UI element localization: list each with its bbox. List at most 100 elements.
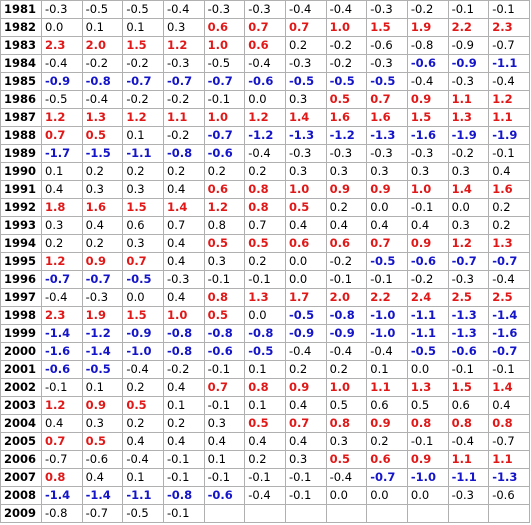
year-cell: 1994 bbox=[0, 234, 42, 253]
value-cell: 0.4 bbox=[488, 396, 530, 415]
value-cell: 1.1 bbox=[488, 108, 530, 127]
value-cell: 1.5 bbox=[122, 306, 164, 325]
value-cell: -0.5 bbox=[366, 252, 408, 271]
value-cell: 1.9 bbox=[81, 306, 124, 325]
table-row: 2000 -1.6 -1.4 -1.0 -0.8 -0.6 -0.5 -0.4 -0.4 -0.4… bbox=[0, 342, 530, 361]
value-cell: 0.4 bbox=[162, 180, 205, 199]
value-cell: -0.1 bbox=[447, 360, 490, 379]
value-cell: 0.2 bbox=[122, 414, 164, 433]
value-cell: 0.5 bbox=[325, 450, 368, 469]
value-cell: 0.4 bbox=[488, 162, 530, 181]
value-cell: -0.1 bbox=[325, 270, 368, 289]
value-cell: 1.5 bbox=[447, 378, 490, 397]
value-cell: -1.1 bbox=[447, 468, 490, 487]
value-cell: -0.4 bbox=[81, 90, 124, 109]
value-cell: 2.5 bbox=[488, 288, 530, 307]
value-cell: 0.6 bbox=[284, 234, 327, 253]
table-row: 1989 -1.7 -1.5 -1.1 -0.8 -0.6 -0.4 -0.3 -0.3 -0.3… bbox=[0, 144, 530, 163]
value-cell: -0.2 bbox=[162, 90, 205, 109]
table-row: 1981 -0.3 -0.5 -0.5 -0.4 -0.3 -0.3 -0.4 -0.4 -0.3… bbox=[0, 0, 530, 19]
value-cell: 0.7 bbox=[162, 216, 205, 235]
value-cell: 1.3 bbox=[406, 378, 449, 397]
table-row: 2002 -0.1 0.1 0.2 0.4 0.7 0.8 0.9 1.0 1.1 1.3 1.5 1.… bbox=[0, 378, 530, 397]
value-cell: -0.2 bbox=[447, 144, 490, 163]
value-cell: -0.3 bbox=[406, 144, 449, 163]
value-cell: 0.2 bbox=[162, 414, 205, 433]
value-cell: -1.6 bbox=[406, 126, 449, 145]
value-cell: 0.8 bbox=[244, 198, 286, 217]
year-cell: 1987 bbox=[0, 108, 42, 127]
value-cell: -0.3 bbox=[366, 0, 408, 19]
value-cell: 0.3 bbox=[203, 252, 246, 271]
value-cell: -0.7 bbox=[122, 72, 164, 91]
value-cell: 1.0 bbox=[203, 36, 246, 55]
table-row: 2001 -0.6 -0.5 -0.4 -0.2 -0.1 0.1 0.2 0.2 0.1 0.0-… bbox=[0, 360, 530, 379]
value-cell: 0.0 bbox=[41, 18, 83, 37]
value-cell: -0.1 bbox=[203, 468, 246, 487]
value-cell: 0.0 bbox=[284, 270, 327, 289]
value-cell: 0.3 bbox=[406, 162, 449, 181]
value-cell: 0.1 bbox=[122, 126, 164, 145]
value-cell: 1.5 bbox=[366, 18, 408, 37]
value-cell: -0.7 bbox=[41, 270, 83, 289]
value-cell: -0.6 bbox=[203, 486, 246, 505]
empty-cell bbox=[488, 504, 530, 523]
value-cell: -0.8 bbox=[162, 342, 205, 361]
value-cell: -0.9 bbox=[284, 324, 327, 343]
empty-cell bbox=[284, 504, 327, 523]
value-cell: -0.8 bbox=[162, 144, 205, 163]
value-cell: 0.8 bbox=[244, 180, 286, 199]
value-cell: -0.3 bbox=[244, 0, 286, 19]
value-cell: 0.2 bbox=[244, 450, 286, 469]
value-cell: -0.4 bbox=[447, 432, 490, 451]
table-row: 2005 0.7 0.5 0.4 0.4 0.4 0.4 0.4 0.3 0.2 -0.1 -0.4-… bbox=[0, 432, 530, 451]
table-row: 1986 -0.5 -0.4 -0.2 -0.2 -0.1 0.0 0.3 0.5 0.7 0.9 1… bbox=[0, 90, 530, 109]
table-row: 1995 1.2 0.9 0.7 0.4 0.3 0.2 0.0 -0.2 -0.5 -0.6 -0.… bbox=[0, 252, 530, 271]
value-cell: 0.6 bbox=[244, 36, 286, 55]
table-row: 1993 0.3 0.4 0.6 0.7 0.8 0.7 0.4 0.4 0.4 0.4 0.3 0.2 bbox=[0, 216, 530, 235]
value-cell: 0.7 bbox=[284, 18, 327, 37]
value-cell: -0.2 bbox=[325, 36, 368, 55]
year-cell: 1983 bbox=[0, 36, 42, 55]
year-cell: 2002 bbox=[0, 378, 42, 397]
value-cell: 0.1 bbox=[81, 378, 124, 397]
value-cell: 0.1 bbox=[122, 468, 164, 487]
value-cell: 0.5 bbox=[122, 396, 164, 415]
year-cell: 2003 bbox=[0, 396, 42, 415]
value-cell: 0.9 bbox=[81, 396, 124, 415]
value-cell: -0.3 bbox=[81, 288, 124, 307]
table-row: 1990 0.1 0.2 0.2 0.2 0.2 0.2 0.3 0.3 0.3 0.3 0.3 0.4 bbox=[0, 162, 530, 181]
table-row: 2006 -0.7 -0.6 -0.4 -0.1 0.1 0.2 0.3 0.5 0.6 0.9 1.… bbox=[0, 450, 530, 469]
value-cell: -0.7 bbox=[81, 504, 124, 523]
value-cell: 0.0 bbox=[366, 198, 408, 217]
value-cell: -1.9 bbox=[447, 126, 490, 145]
value-cell: -0.2 bbox=[162, 360, 205, 379]
table-row: 1984 -0.4 -0.2 -0.2 -0.3 -0.5 -0.4 -0.3 -0.2 -0.3… bbox=[0, 54, 530, 73]
value-cell: -0.6 bbox=[203, 342, 246, 361]
value-cell: -1.1 bbox=[488, 54, 530, 73]
value-cell: -0.8 bbox=[162, 486, 205, 505]
value-cell: 0.4 bbox=[244, 432, 286, 451]
value-cell: 0.0 bbox=[244, 90, 286, 109]
value-cell: -0.6 bbox=[203, 144, 246, 163]
year-cell: 1981 bbox=[0, 0, 42, 19]
value-cell: 0.0 bbox=[244, 306, 286, 325]
value-cell: 0.0 bbox=[122, 288, 164, 307]
value-cell: 0.8 bbox=[406, 414, 449, 433]
year-cell: 2008 bbox=[0, 486, 42, 505]
value-cell: 0.9 bbox=[284, 378, 327, 397]
value-cell: 0.6 bbox=[122, 216, 164, 235]
value-cell: -0.5 bbox=[122, 0, 164, 19]
value-cell: -0.4 bbox=[41, 288, 83, 307]
value-cell: -0.5 bbox=[81, 0, 124, 19]
value-cell: 0.5 bbox=[325, 90, 368, 109]
value-cell: -0.2 bbox=[406, 0, 449, 19]
empty-cell bbox=[244, 504, 286, 523]
value-cell: -0.6 bbox=[406, 54, 449, 73]
value-cell: 0.4 bbox=[162, 252, 205, 271]
value-cell: -0.5 bbox=[366, 72, 408, 91]
value-cell: -1.4 bbox=[81, 486, 124, 505]
value-cell: -1.6 bbox=[41, 342, 83, 361]
value-cell: -1.2 bbox=[81, 324, 124, 343]
value-cell: 0.2 bbox=[41, 234, 83, 253]
